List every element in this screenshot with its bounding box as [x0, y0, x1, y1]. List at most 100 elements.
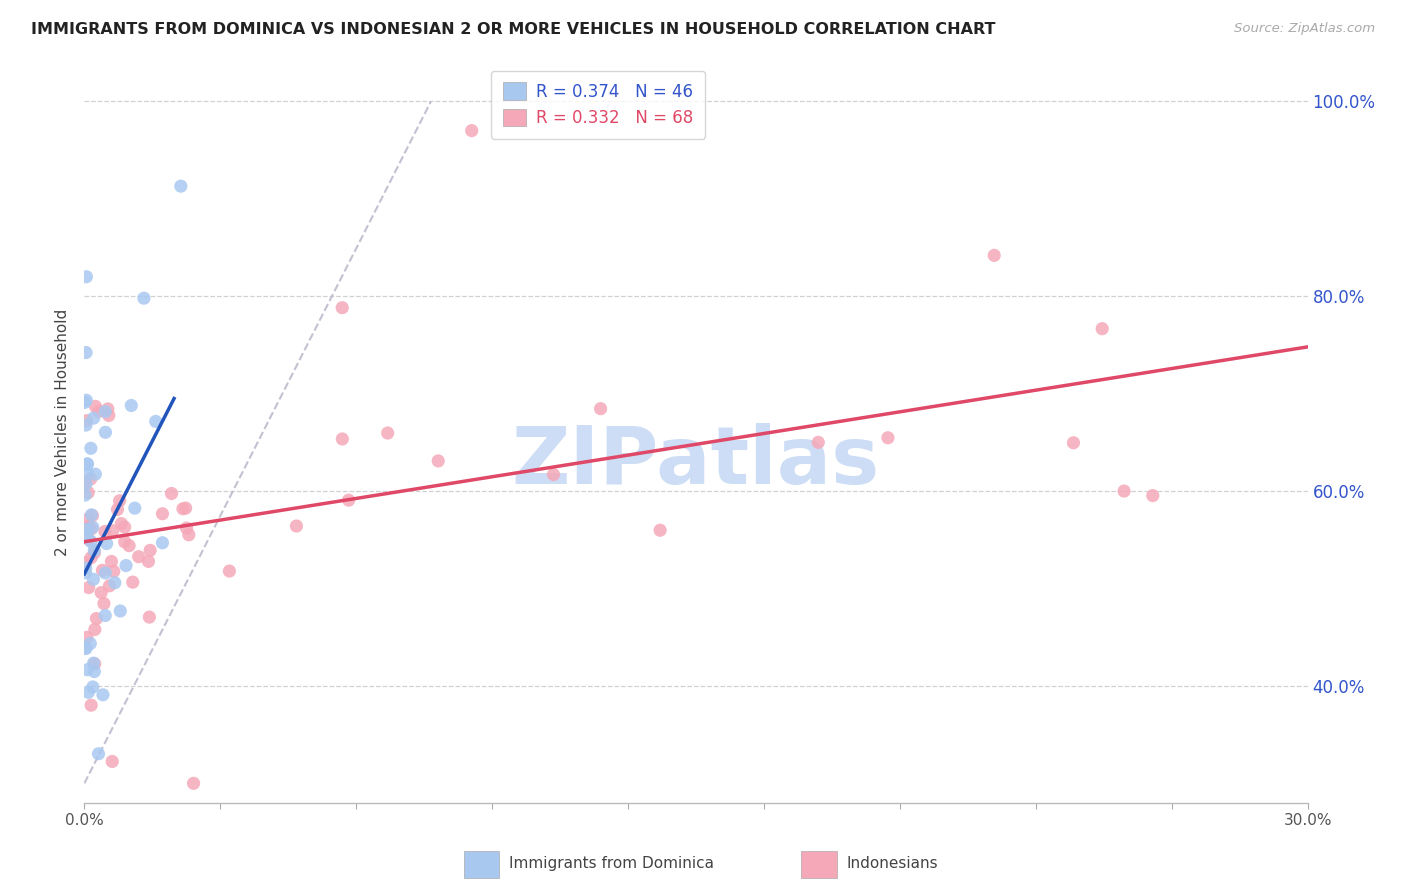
- Indonesians: [152, 507, 174, 521]
- Immigrants from Dominica: [79, 636, 101, 650]
- Indonesians: [84, 400, 107, 414]
- Indonesians: [807, 435, 830, 450]
- Bar: [464, 851, 499, 878]
- Indonesians: [183, 776, 205, 790]
- Indonesians: [91, 563, 114, 577]
- Indonesians: [93, 597, 115, 611]
- Immigrants from Dominica: [76, 528, 98, 542]
- Immigrants from Dominica: [75, 488, 97, 502]
- Immigrants from Dominica: [80, 534, 103, 549]
- Indonesians: [77, 519, 100, 533]
- Indonesians: [75, 522, 97, 536]
- Immigrants from Dominica: [75, 566, 97, 580]
- Immigrants from Dominica: [94, 404, 117, 418]
- Immigrants from Dominica: [73, 395, 96, 409]
- Indonesians: [77, 581, 100, 595]
- Immigrants from Dominica: [145, 414, 167, 428]
- Indonesians: [330, 301, 353, 315]
- Immigrants from Dominica: [75, 269, 97, 284]
- Indonesians: [983, 248, 1005, 262]
- Indonesians: [1114, 484, 1136, 499]
- Immigrants from Dominica: [84, 467, 107, 482]
- Immigrants from Dominica: [152, 535, 174, 549]
- Indonesians: [94, 524, 117, 539]
- Immigrants from Dominica: [94, 566, 117, 580]
- Indonesians: [218, 564, 240, 578]
- Immigrants from Dominica: [82, 520, 104, 534]
- Indonesians: [87, 404, 110, 418]
- Text: Immigrants from Dominica: Immigrants from Dominica: [509, 855, 714, 871]
- Indonesians: [176, 521, 198, 535]
- Indonesians: [461, 123, 484, 137]
- Indonesians: [80, 472, 103, 486]
- Indonesians: [77, 512, 100, 526]
- Indonesians: [90, 585, 112, 599]
- Indonesians: [650, 523, 672, 537]
- Immigrants from Dominica: [75, 561, 97, 575]
- Immigrants from Dominica: [87, 747, 110, 761]
- Immigrants from Dominica: [110, 604, 132, 618]
- Indonesians: [80, 522, 103, 536]
- Text: Source: ZipAtlas.com: Source: ZipAtlas.com: [1234, 22, 1375, 36]
- Indonesians: [101, 524, 124, 538]
- Immigrants from Dominica: [82, 680, 104, 694]
- Indonesians: [1142, 489, 1164, 503]
- Indonesians: [75, 414, 97, 428]
- Immigrants from Dominica: [80, 508, 103, 522]
- Indonesians: [103, 565, 125, 579]
- Immigrants from Dominica: [75, 418, 97, 433]
- Text: ZIPatlas: ZIPatlas: [512, 423, 880, 501]
- Immigrants from Dominica: [83, 665, 105, 679]
- Indonesians: [377, 425, 399, 440]
- Bar: [801, 851, 837, 878]
- Indonesians: [330, 432, 353, 446]
- Indonesians: [110, 516, 132, 531]
- Immigrants from Dominica: [76, 466, 98, 480]
- Indonesians: [83, 623, 105, 637]
- Indonesians: [97, 409, 120, 423]
- Immigrants from Dominica: [80, 442, 103, 456]
- Indonesians: [160, 486, 183, 500]
- Indonesians: [77, 485, 100, 500]
- Indonesians: [118, 539, 141, 553]
- Indonesians: [138, 554, 160, 568]
- Indonesians: [285, 519, 308, 533]
- Indonesians: [114, 534, 136, 549]
- Indonesians: [83, 546, 105, 560]
- Immigrants from Dominica: [83, 543, 105, 558]
- Indonesians: [877, 431, 900, 445]
- Indonesians: [589, 401, 612, 416]
- Immigrants from Dominica: [115, 558, 138, 573]
- Indonesians: [177, 528, 200, 542]
- Indonesians: [101, 755, 124, 769]
- Immigrants from Dominica: [82, 572, 104, 586]
- Indonesians: [80, 698, 103, 713]
- Indonesians: [1091, 321, 1114, 335]
- Immigrants from Dominica: [104, 575, 127, 590]
- Immigrants from Dominica: [76, 663, 98, 677]
- Indonesians: [139, 543, 162, 558]
- Immigrants from Dominica: [94, 608, 117, 623]
- Immigrants from Dominica: [75, 345, 97, 359]
- Legend: R = 0.374   N = 46, R = 0.332   N = 68: R = 0.374 N = 46, R = 0.332 N = 68: [491, 70, 704, 139]
- Indonesians: [80, 550, 103, 565]
- Indonesians: [108, 493, 131, 508]
- Immigrants from Dominica: [120, 399, 142, 413]
- Immigrants from Dominica: [170, 179, 193, 194]
- Immigrants from Dominica: [96, 536, 118, 550]
- Immigrants from Dominica: [75, 641, 97, 656]
- Indonesians: [75, 556, 97, 570]
- Text: IMMIGRANTS FROM DOMINICA VS INDONESIAN 2 OR MORE VEHICLES IN HOUSEHOLD CORRELATI: IMMIGRANTS FROM DOMINICA VS INDONESIAN 2…: [31, 22, 995, 37]
- Indonesians: [86, 611, 108, 625]
- Indonesians: [121, 575, 143, 590]
- Immigrants from Dominica: [83, 656, 105, 670]
- Indonesians: [172, 501, 194, 516]
- Indonesians: [82, 508, 104, 523]
- Indonesians: [107, 502, 129, 516]
- Immigrants from Dominica: [91, 688, 114, 702]
- Indonesians: [98, 579, 121, 593]
- Indonesians: [114, 520, 136, 534]
- Immigrants from Dominica: [76, 457, 98, 471]
- Immigrants from Dominica: [94, 425, 117, 440]
- Indonesians: [83, 657, 105, 671]
